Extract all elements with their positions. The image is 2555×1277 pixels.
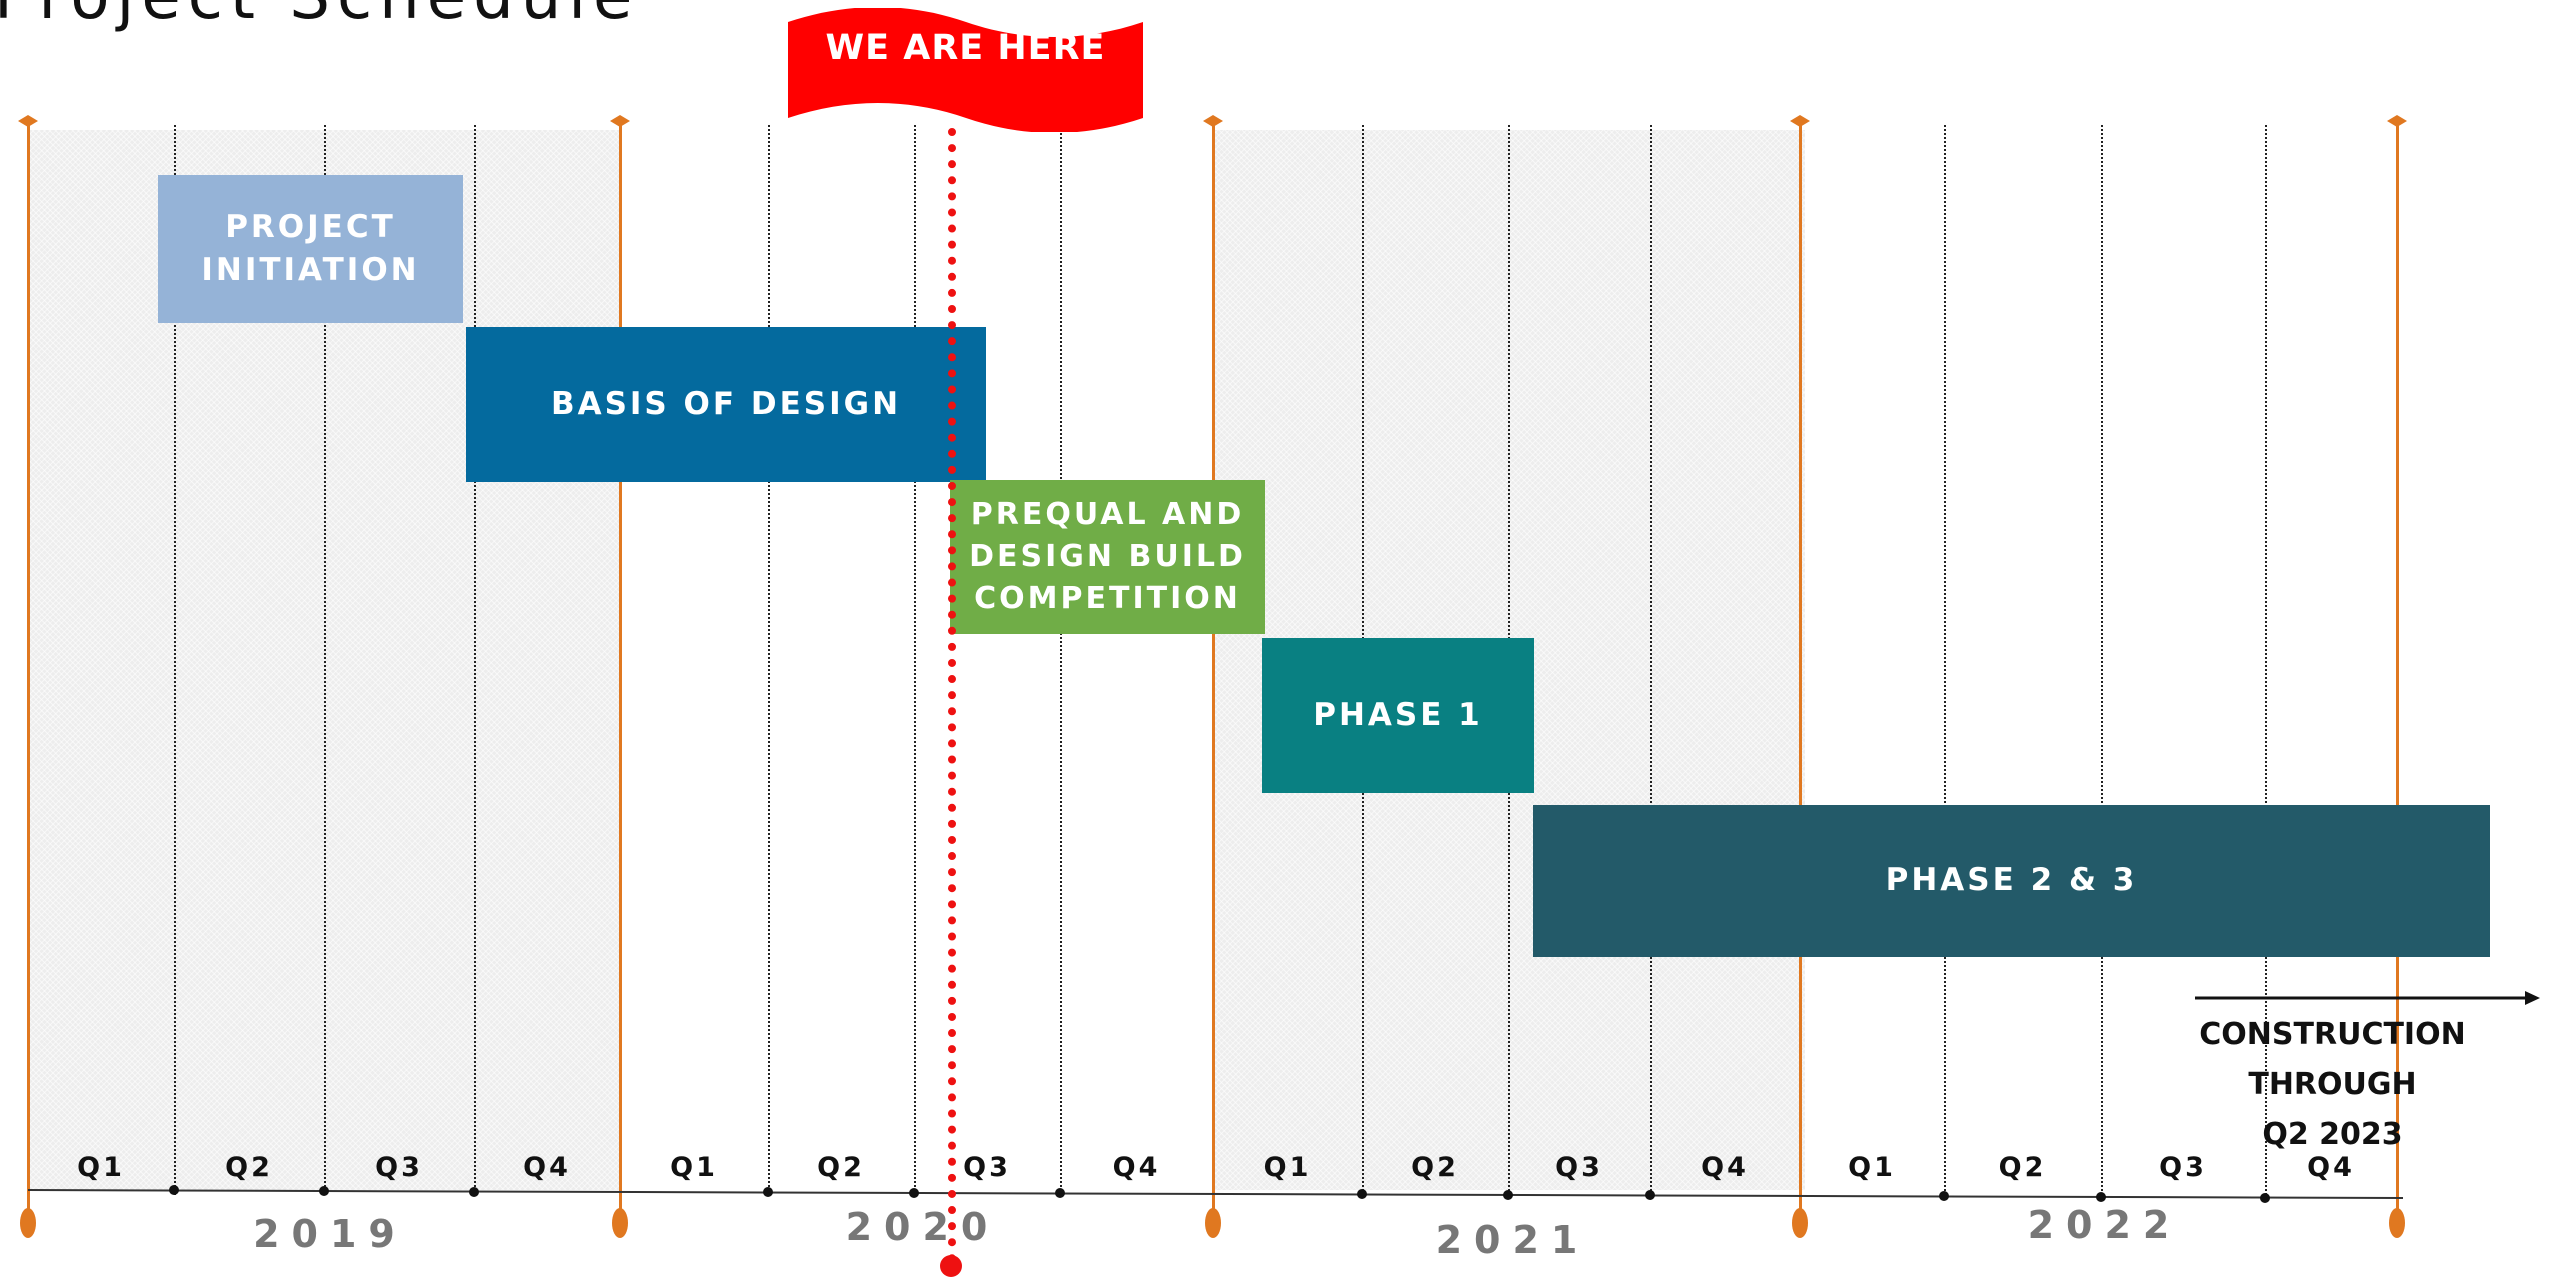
quarter-label: Q4 bbox=[1701, 1152, 1749, 1183]
quarter-divider-line bbox=[324, 125, 326, 1195]
quarter-divider-line bbox=[1060, 125, 1062, 1195]
axis-dot bbox=[2096, 1191, 2106, 1202]
quarter-label: Q1 bbox=[670, 1152, 718, 1183]
quarter-divider-line bbox=[474, 125, 476, 1195]
year-label: 2020 bbox=[845, 1205, 1000, 1249]
diamond-marker-icon bbox=[1790, 115, 1810, 127]
diamond-marker-icon bbox=[18, 115, 38, 127]
diamond-marker-icon bbox=[610, 115, 630, 127]
phase-bar-project-initiation: PROJECT INITIATION bbox=[158, 175, 463, 323]
phase-bar-phase-1: PHASE 1 bbox=[1262, 638, 1534, 793]
quarter-label: Q3 bbox=[963, 1152, 1011, 1183]
axis-dot bbox=[1055, 1188, 1065, 1199]
quarter-label: Q2 bbox=[817, 1152, 865, 1183]
year-divider-line bbox=[1799, 122, 1802, 1230]
axis-dot bbox=[2260, 1192, 2270, 1203]
oval-marker-icon bbox=[20, 1208, 36, 1238]
quarter-divider-line bbox=[768, 125, 770, 1195]
phase-bar-phase-2-3: PHASE 2 & 3 bbox=[1533, 805, 2490, 957]
quarter-divider-line bbox=[1944, 125, 1946, 1195]
axis-dot bbox=[1503, 1189, 1513, 1200]
page-title: Project Schedule bbox=[0, 0, 639, 34]
oval-marker-icon bbox=[612, 1208, 628, 1238]
axis-dot bbox=[1939, 1191, 1949, 1202]
quarter-label: Q2 bbox=[1411, 1152, 1459, 1183]
year-label: 2022 bbox=[2027, 1203, 2182, 1247]
quarter-label: Q4 bbox=[2307, 1152, 2355, 1183]
quarter-label: Q1 bbox=[77, 1152, 125, 1183]
axis-dot bbox=[1645, 1190, 1655, 1201]
quarter-label: Q1 bbox=[1263, 1152, 1312, 1183]
current-date-marker-line bbox=[948, 128, 956, 1263]
quarter-divider-line bbox=[1650, 125, 1652, 1195]
axis-dot bbox=[469, 1186, 479, 1197]
quarter-divider-line bbox=[2101, 125, 2103, 1195]
quarter-label: Q4 bbox=[523, 1152, 571, 1183]
year-label: 2019 bbox=[253, 1212, 407, 1256]
oval-marker-icon bbox=[2389, 1208, 2405, 1238]
quarter-label: Q3 bbox=[2159, 1152, 2207, 1183]
current-date-marker-dot bbox=[940, 1255, 962, 1277]
phase-bar-basis-of-design: BASIS OF DESIGN bbox=[466, 327, 986, 482]
quarter-divider-line bbox=[2265, 125, 2267, 1195]
quarter-divider-line bbox=[914, 125, 916, 1195]
we-are-here-label: WE ARE HERE bbox=[825, 28, 1106, 68]
oval-marker-icon bbox=[1792, 1208, 1808, 1238]
axis-dot bbox=[1357, 1189, 1367, 1200]
year-divider-line bbox=[2396, 122, 2399, 1230]
quarter-label: Q4 bbox=[1112, 1152, 1161, 1183]
quarter-label: Q1 bbox=[1848, 1152, 1896, 1183]
construction-note: CONSTRUCTION THROUGH Q2 2023 bbox=[2199, 1017, 2466, 1152]
year-label: 2021 bbox=[1435, 1218, 1590, 1262]
quarter-label: Q3 bbox=[1555, 1152, 1603, 1183]
quarter-label: Q2 bbox=[1998, 1152, 2047, 1183]
year-divider-line bbox=[27, 122, 30, 1230]
oval-marker-icon bbox=[1205, 1208, 1221, 1238]
quarter-label: Q3 bbox=[375, 1152, 423, 1183]
flag-icon bbox=[788, 8, 1143, 132]
axis-dot bbox=[319, 1185, 329, 1196]
axis-dot bbox=[909, 1187, 919, 1198]
arrow-right-icon bbox=[2195, 991, 2540, 1005]
axis-dot bbox=[763, 1187, 773, 1198]
quarter-divider-line bbox=[174, 125, 176, 1195]
year-divider-line bbox=[619, 122, 622, 1230]
year-divider-line bbox=[1212, 122, 1215, 1230]
diamond-marker-icon bbox=[2387, 115, 2407, 127]
diamond-marker-icon bbox=[1203, 115, 1223, 127]
phase-bar-prequal-design-build: PREQUAL AND DESIGN BUILD COMPETITION bbox=[950, 480, 1265, 634]
axis-dot bbox=[169, 1185, 179, 1196]
quarter-label: Q2 bbox=[225, 1152, 273, 1183]
